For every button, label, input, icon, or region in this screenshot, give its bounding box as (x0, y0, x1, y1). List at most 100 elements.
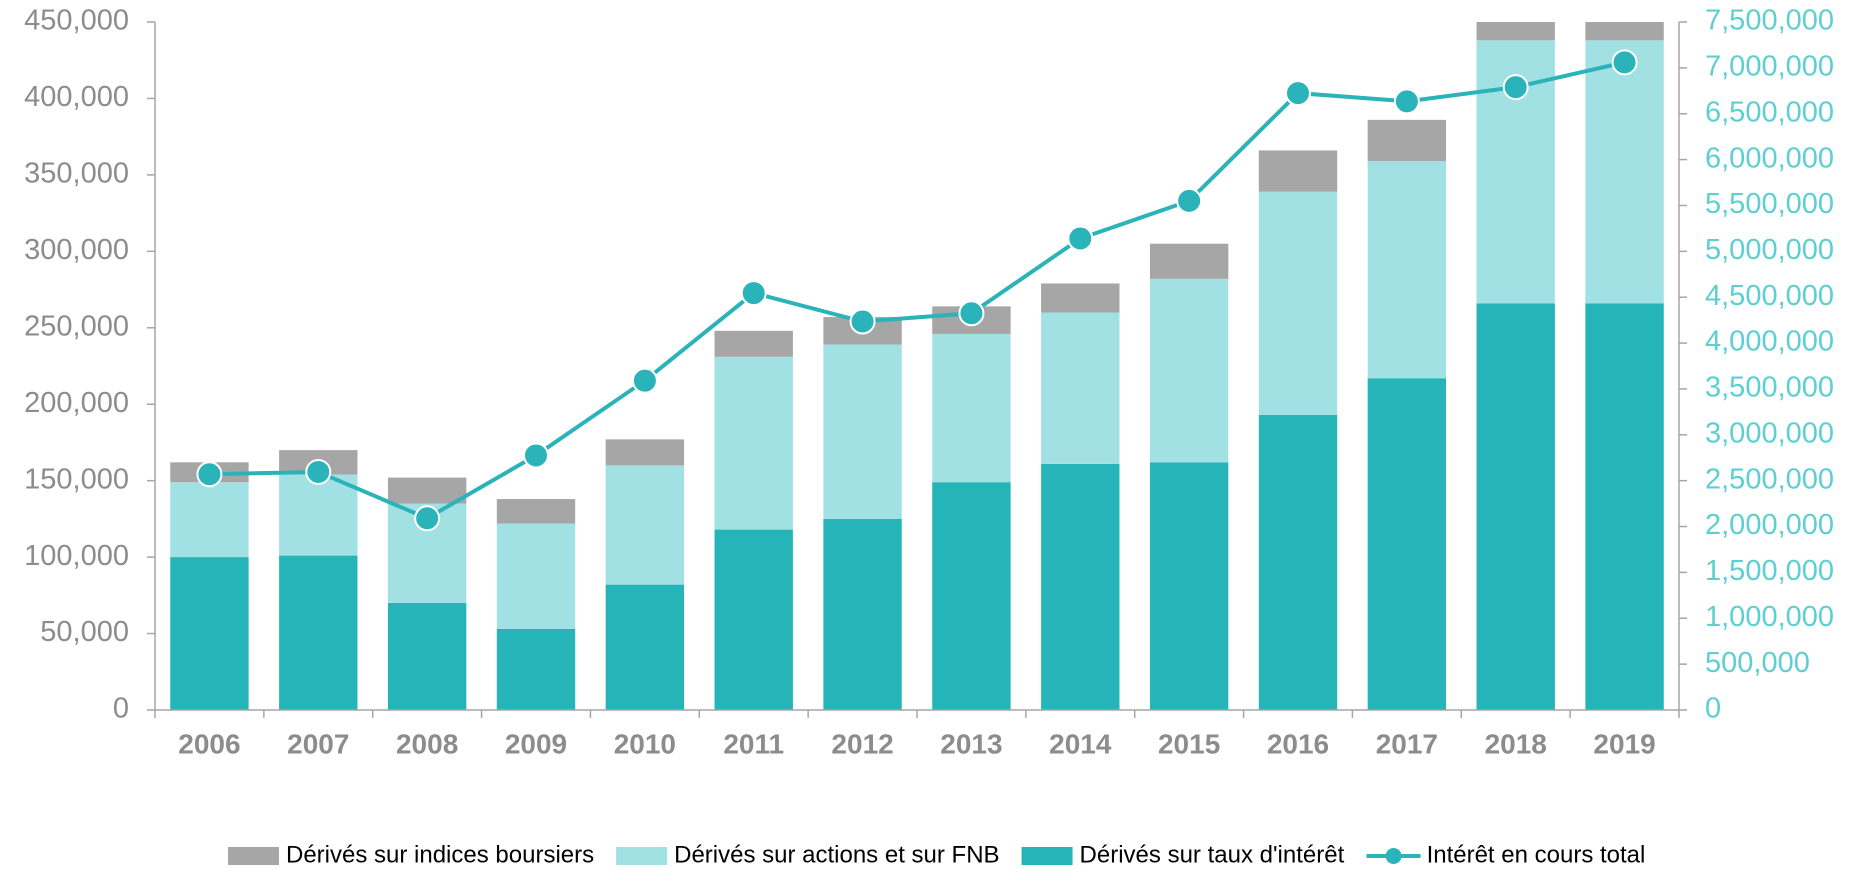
bar (1149, 243, 1229, 279)
legend-label: Dérivés sur actions et sur FNB (674, 841, 999, 868)
bar (714, 330, 793, 357)
y2-tick-label: 7,500,000 (1705, 5, 1834, 37)
bar (1367, 119, 1447, 162)
bar (387, 477, 467, 504)
line-marker (849, 308, 876, 335)
line-marker (523, 442, 549, 469)
line-marker (958, 300, 985, 327)
bar (496, 628, 576, 710)
x-tick-label: 2012 (831, 728, 893, 759)
bar (387, 602, 467, 710)
bar (170, 482, 249, 558)
x-tick-label: 2008 (396, 728, 458, 759)
line-marker (1611, 49, 1638, 76)
y-tick-label: 400,000 (24, 81, 129, 113)
x-tick-label: 2011 (723, 728, 784, 759)
y2-tick-label: 3,000,000 (1705, 417, 1834, 449)
line-marker (1285, 80, 1311, 107)
line-marker (1502, 74, 1529, 101)
bar (714, 529, 793, 710)
bar (1258, 414, 1338, 710)
legend-swatch (1385, 848, 1402, 864)
line-marker (305, 458, 332, 485)
bar (1041, 312, 1120, 464)
x-tick-label: 2016 (1267, 728, 1329, 759)
legend-label: Dérivés sur taux d'intérêt (1080, 841, 1345, 868)
x-tick-label: 2015 (1158, 728, 1220, 759)
bar (279, 474, 358, 556)
y2-tick-label: 4,500,000 (1705, 280, 1834, 312)
x-tick-label: 2007 (287, 728, 349, 759)
bar (1585, 22, 1664, 41)
x-tick-label: 2010 (614, 728, 676, 759)
y-tick-label: 100,000 (24, 540, 129, 572)
y2-tick-label: 3,500,000 (1705, 372, 1834, 404)
x-tick-label: 2014 (1049, 728, 1112, 759)
bar (932, 482, 1011, 710)
bar (1149, 462, 1229, 710)
y2-tick-label: 0 (1705, 693, 1721, 725)
bar (605, 465, 685, 585)
y-tick-label: 300,000 (24, 234, 129, 266)
bar (1476, 22, 1555, 41)
x-tick-label: 2018 (1485, 728, 1547, 759)
y2-tick-label: 5,000,000 (1705, 234, 1834, 266)
y2-tick-label: 1,000,000 (1705, 601, 1834, 633)
y2-tick-label: 1,500,000 (1705, 555, 1834, 587)
bar (823, 344, 902, 519)
y-tick-label: 0 (113, 693, 129, 725)
bar (1585, 303, 1664, 710)
y2-tick-label: 6,500,000 (1705, 96, 1834, 128)
y-tick-label: 150,000 (24, 463, 129, 495)
line-marker (414, 505, 441, 532)
y-tick-label: 50,000 (40, 616, 129, 648)
x-tick-label: 2006 (178, 728, 240, 759)
bar (1367, 378, 1447, 710)
legend-label: Intérêt en cours total (1427, 841, 1646, 868)
y-tick-label: 450,000 (24, 5, 129, 37)
x-tick-label: 2013 (940, 728, 1002, 759)
y2-tick-label: 4,000,000 (1705, 326, 1834, 358)
bar (170, 557, 249, 710)
legend-swatch (616, 847, 668, 865)
legend-label: Dérivés sur indices boursiers (286, 841, 594, 868)
legend-swatch (1021, 847, 1073, 865)
x-tick-label: 2009 (505, 728, 567, 759)
bar (714, 356, 793, 530)
bar (1585, 40, 1664, 304)
bar (279, 555, 358, 710)
line-marker (196, 461, 223, 488)
bar (605, 584, 685, 710)
line-marker (631, 367, 658, 394)
line (209, 60, 1626, 521)
bar (1476, 303, 1555, 710)
bar (1149, 278, 1229, 463)
y2-tick-label: 2,000,000 (1705, 509, 1834, 541)
bar (1258, 191, 1338, 415)
line-marker (1176, 187, 1203, 214)
x-tick-label: 2017 (1376, 728, 1438, 759)
bar (605, 439, 685, 466)
y2-tick-label: 500,000 (1705, 647, 1810, 679)
bar (1367, 161, 1447, 379)
y-tick-label: 200,000 (24, 387, 129, 419)
y-tick-label: 250,000 (24, 310, 129, 342)
bar (496, 499, 576, 524)
y2-tick-label: 2,500,000 (1705, 463, 1834, 495)
line-marker (1067, 225, 1094, 252)
y-tick-label: 350,000 (24, 158, 129, 190)
y2-tick-label: 5,500,000 (1705, 188, 1834, 220)
bar (1041, 283, 1120, 313)
x-tick-label: 2019 (1593, 728, 1655, 759)
line-marker (1393, 88, 1420, 115)
bar (932, 333, 1011, 483)
bar (823, 518, 902, 710)
line-marker (740, 280, 767, 307)
legend-swatch (228, 847, 279, 865)
y2-tick-label: 6,000,000 (1705, 142, 1834, 174)
bar (496, 523, 576, 629)
y2-tick-label: 7,000,000 (1705, 51, 1834, 83)
bar (1041, 463, 1120, 710)
bar (1258, 150, 1338, 192)
